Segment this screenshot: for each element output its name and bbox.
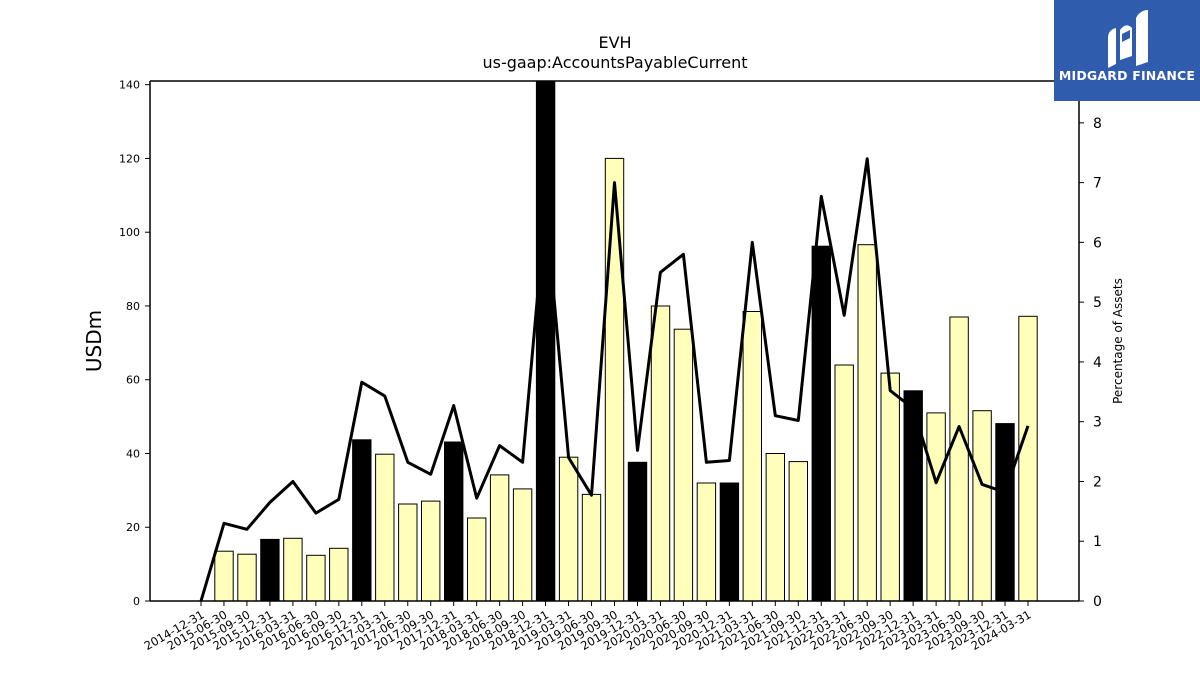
y-tick-label: 140 xyxy=(119,79,140,92)
y2-tick-label: 8 xyxy=(1093,116,1102,132)
y2-tick-label: 0 xyxy=(1093,594,1102,610)
y2-tick-label: 1 xyxy=(1093,534,1102,550)
bar-2018-06-30 xyxy=(489,474,510,602)
y-tick-label: 0 xyxy=(133,595,140,608)
bar-2016-06-30 xyxy=(306,554,326,602)
bar-2022-12-31 xyxy=(903,390,923,602)
y-tick-label: 40 xyxy=(126,447,140,460)
y-tick-label: 120 xyxy=(119,152,140,165)
midgard-finance-logo: MIDGARD FINANCE xyxy=(1054,0,1200,101)
bar-2023-03-31 xyxy=(926,412,946,602)
bar-2018-03-31 xyxy=(467,517,487,602)
chart-title: EVH xyxy=(598,33,631,52)
bar-2021-03-31 xyxy=(742,311,762,602)
logo-text: MIDGARD FINANCE xyxy=(1058,68,1196,83)
bar-2023-12-31 xyxy=(995,423,1015,602)
bar-2019-03-31 xyxy=(558,456,579,602)
bar-2015-06-30 xyxy=(214,550,234,602)
bar-2020-03-31 xyxy=(650,305,671,602)
bar-2020-09-30 xyxy=(696,482,717,602)
y2-tick-label: 3 xyxy=(1093,415,1102,431)
bar-2024-03-31 xyxy=(1018,315,1038,602)
bar-2021-06-30 xyxy=(765,453,785,602)
bar-2017-09-30 xyxy=(421,500,441,602)
bar-2015-12-31 xyxy=(260,538,280,602)
bar-2020-12-31 xyxy=(719,482,740,602)
bar-2017-12-31 xyxy=(444,441,464,602)
midgard-logo-icon xyxy=(1108,10,1148,68)
y-axis-label: USDm xyxy=(82,310,106,372)
y-tick-label: 60 xyxy=(126,374,140,387)
y2-tick-label: 2 xyxy=(1093,474,1102,490)
bar-2021-12-31 xyxy=(811,245,831,602)
y-tick-label: 20 xyxy=(126,521,140,534)
bar-2018-09-30 xyxy=(512,488,533,602)
bar-2023-09-30 xyxy=(972,410,992,602)
y2-tick-label: 6 xyxy=(1093,235,1102,251)
y-tick-label: 80 xyxy=(126,300,140,313)
bar-2021-09-30 xyxy=(788,461,808,602)
bar-2019-06-30 xyxy=(581,493,602,602)
bar-2016-03-31 xyxy=(283,537,303,602)
y2-tick-label: 7 xyxy=(1093,176,1102,192)
bar-2017-06-30 xyxy=(398,503,418,602)
y2-tick-label: 4 xyxy=(1093,355,1102,371)
bar-2019-12-31 xyxy=(627,461,648,602)
bar-2019-09-30 xyxy=(604,157,625,602)
bar-2022-03-31 xyxy=(834,364,854,602)
chart-subtitle: us-gaap:AccountsPayableCurrent xyxy=(482,53,747,72)
bar-2020-06-30 xyxy=(673,328,694,602)
bar-2022-06-30 xyxy=(857,244,877,602)
bar-2023-06-30 xyxy=(949,316,969,602)
bar-2017-03-31 xyxy=(375,453,395,602)
bar-2015-09-30 xyxy=(237,553,257,602)
y-tick-label: 100 xyxy=(119,226,140,239)
bar-2022-09-30 xyxy=(880,372,900,602)
y2-axis-label: Percentage of Assets xyxy=(1111,278,1125,404)
bar-2018-12-31 xyxy=(535,80,556,602)
percentage-of-assets-line xyxy=(199,157,1030,602)
y2-tick-label: 5 xyxy=(1093,295,1102,311)
bar-2016-12-31 xyxy=(352,439,372,602)
bar-2016-09-30 xyxy=(329,547,349,602)
